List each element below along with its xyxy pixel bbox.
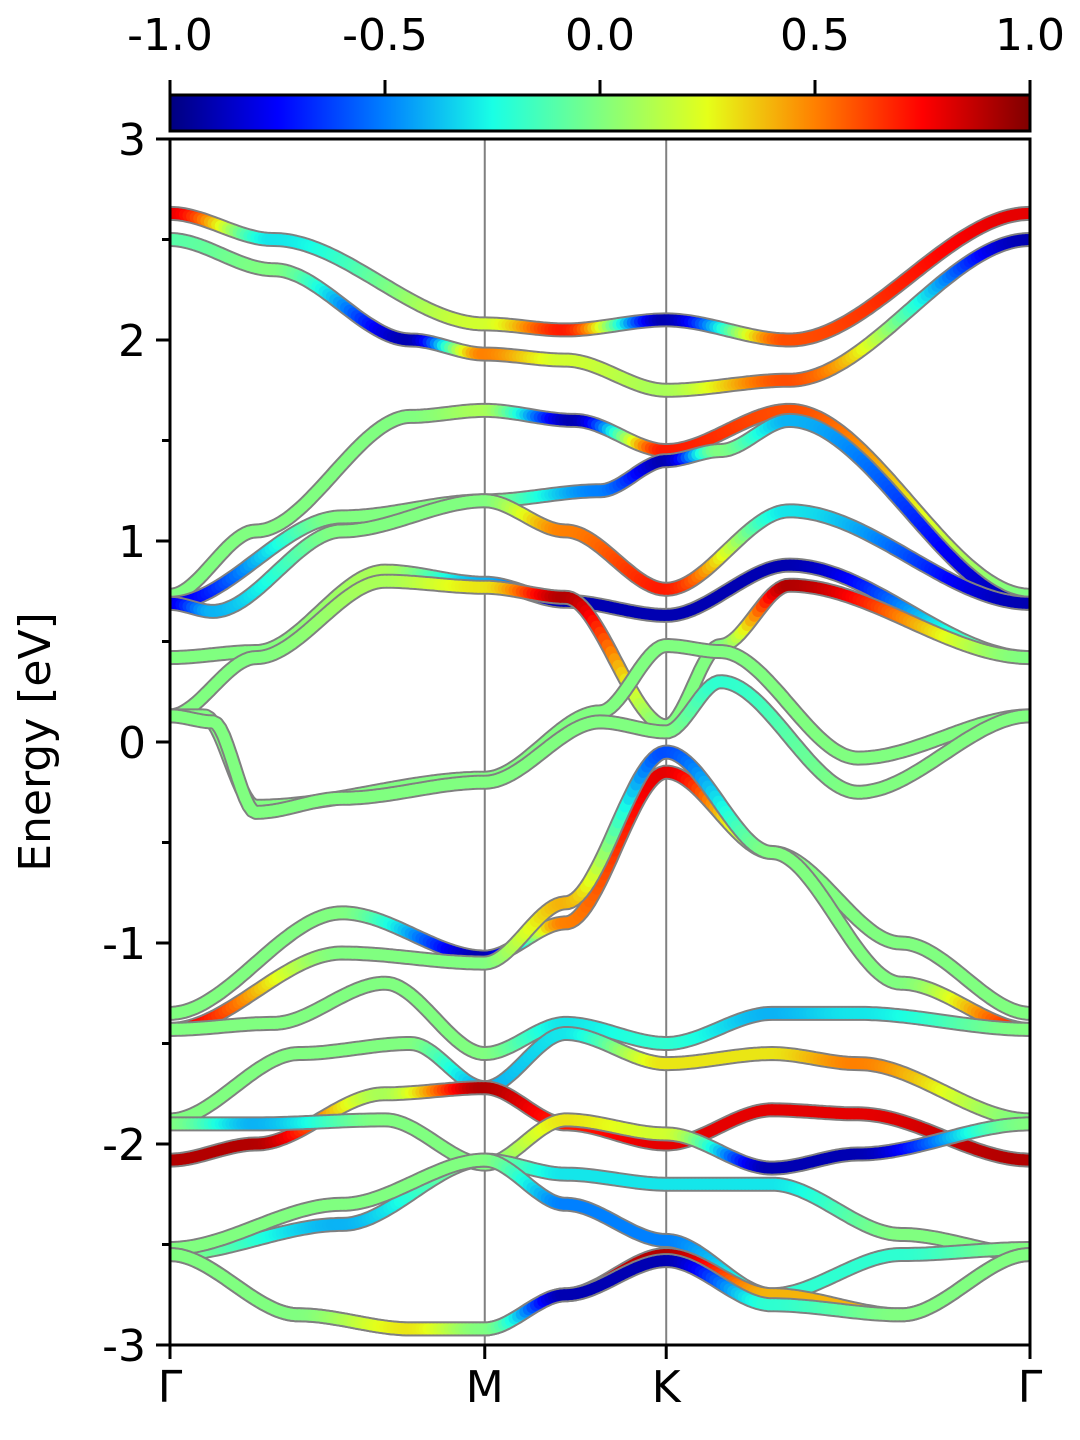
colorbar-gradient — [168, 93, 1032, 133]
band — [170, 205, 1030, 348]
x-tick-label: Γ — [158, 1362, 183, 1413]
y-tick-label: 3 — [118, 115, 146, 166]
x-tick-label: Γ — [1018, 1362, 1043, 1413]
colorbar-tick-label: -1.0 — [127, 10, 213, 61]
x-tick-label: K — [652, 1362, 682, 1413]
y-tick-label: -3 — [102, 1321, 146, 1372]
y-tick-label: -1 — [102, 919, 146, 970]
band-series — [170, 205, 1030, 1337]
band — [170, 232, 1030, 398]
x-tick-label: M — [466, 1362, 504, 1413]
y-tick-label: -2 — [102, 1120, 146, 1171]
y-axis-title: Energy [eV] — [10, 612, 61, 872]
band — [170, 1247, 1030, 1337]
y-tick-label: 2 — [118, 316, 146, 367]
band — [170, 493, 1030, 619]
band — [170, 1026, 1030, 1128]
y-tick-label: 0 — [118, 718, 146, 769]
colorbar: -1.0 -0.5 0.0 0.5 1.0 — [127, 10, 1065, 133]
colorbar-tick-label: 0.5 — [780, 10, 850, 61]
y-tick-label: 1 — [118, 517, 146, 568]
colorbar-ticks: -1.0 -0.5 0.0 0.5 1.0 — [127, 10, 1065, 95]
colorbar-tick-label: -0.5 — [342, 10, 428, 61]
colorbar-tick-label: 1.0 — [995, 10, 1065, 61]
band — [170, 573, 1030, 734]
colorbar-tick-label: 0.0 — [565, 10, 635, 61]
y-axis: 3 2 1 0 -1 -2 -3 — [102, 115, 170, 1372]
plot-area: 3 2 1 0 -1 -2 -3 Γ M K Γ — [102, 115, 1043, 1413]
